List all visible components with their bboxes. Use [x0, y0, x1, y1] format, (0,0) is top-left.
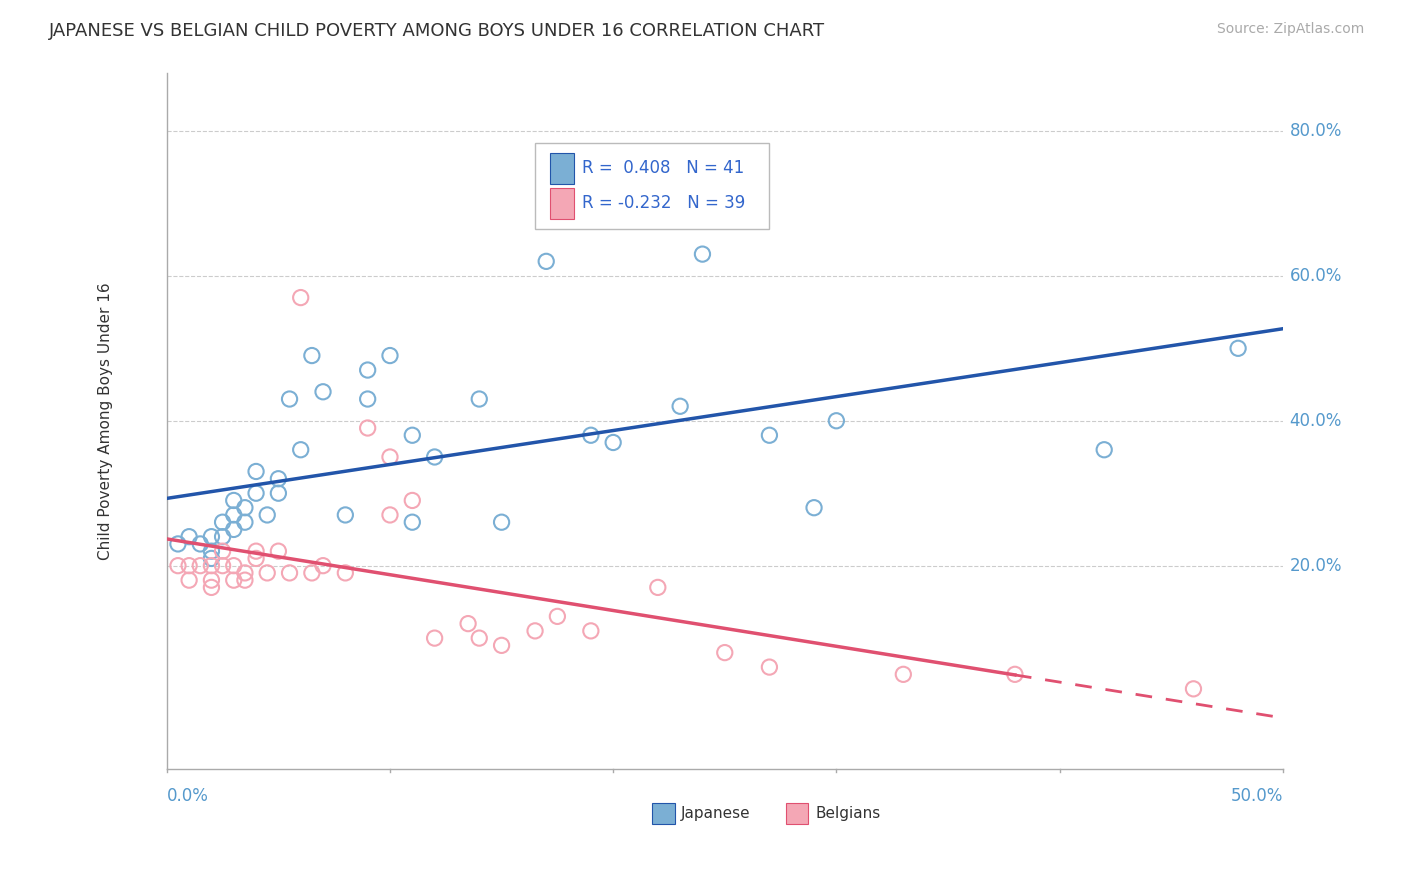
- Point: [378, 450, 401, 464]
- Bar: [652, 804, 675, 824]
- Point: [167, 537, 190, 551]
- Point: [267, 486, 290, 500]
- Point: [312, 558, 335, 573]
- Text: 0.0%: 0.0%: [167, 787, 208, 805]
- Point: [233, 500, 256, 515]
- Text: 20.0%: 20.0%: [1289, 557, 1341, 574]
- Point: [256, 508, 278, 522]
- Point: [200, 530, 222, 544]
- Text: 80.0%: 80.0%: [1289, 122, 1341, 140]
- Text: 60.0%: 60.0%: [1289, 267, 1341, 285]
- Point: [713, 646, 735, 660]
- Text: Source: ZipAtlas.com: Source: ZipAtlas.com: [1216, 22, 1364, 37]
- Point: [233, 566, 256, 580]
- Point: [188, 558, 211, 573]
- Point: [233, 573, 256, 587]
- Point: [179, 558, 201, 573]
- Text: R =  0.408   N = 41: R = 0.408 N = 41: [582, 160, 744, 178]
- Point: [278, 566, 301, 580]
- Point: [301, 349, 323, 363]
- Point: [245, 544, 267, 558]
- Point: [335, 566, 357, 580]
- Point: [245, 551, 267, 566]
- Point: [200, 551, 222, 566]
- Point: [200, 544, 222, 558]
- Point: [267, 472, 290, 486]
- Point: [200, 558, 222, 573]
- Point: [256, 566, 278, 580]
- Point: [211, 515, 233, 529]
- Point: [378, 349, 401, 363]
- Point: [579, 624, 602, 638]
- Point: [290, 442, 312, 457]
- Point: [356, 363, 378, 377]
- Point: [222, 508, 245, 522]
- Point: [211, 558, 233, 573]
- Point: [758, 428, 780, 442]
- Point: [267, 544, 290, 558]
- Text: Belgians: Belgians: [815, 806, 880, 822]
- Point: [290, 291, 312, 305]
- Text: 50.0%: 50.0%: [1230, 787, 1282, 805]
- Point: [335, 508, 357, 522]
- Point: [179, 530, 201, 544]
- Point: [356, 392, 378, 406]
- Point: [301, 566, 323, 580]
- Point: [378, 508, 401, 522]
- Point: [692, 247, 714, 261]
- Point: [188, 537, 211, 551]
- Point: [423, 450, 446, 464]
- Point: [524, 624, 547, 638]
- Point: [491, 515, 513, 529]
- Point: [468, 392, 491, 406]
- Point: [891, 667, 914, 681]
- Point: [312, 384, 335, 399]
- Point: [457, 616, 479, 631]
- Point: [222, 523, 245, 537]
- Point: [602, 435, 624, 450]
- Point: [647, 581, 669, 595]
- Point: [356, 421, 378, 435]
- Point: [200, 573, 222, 587]
- Point: [179, 573, 201, 587]
- Point: [669, 399, 692, 413]
- Point: [825, 414, 848, 428]
- Text: Child Poverty Among Boys Under 16: Child Poverty Among Boys Under 16: [98, 282, 112, 559]
- Bar: [786, 804, 808, 824]
- Point: [534, 254, 557, 268]
- Text: 40.0%: 40.0%: [1289, 412, 1341, 430]
- Point: [401, 493, 423, 508]
- Point: [491, 638, 513, 652]
- Point: [222, 558, 245, 573]
- Point: [200, 581, 222, 595]
- Text: R = -0.232   N = 39: R = -0.232 N = 39: [582, 194, 745, 212]
- Point: [1004, 667, 1026, 681]
- FancyBboxPatch shape: [536, 143, 769, 229]
- Point: [401, 515, 423, 529]
- Point: [1092, 442, 1115, 457]
- Point: [423, 631, 446, 645]
- Point: [546, 609, 568, 624]
- Point: [211, 530, 233, 544]
- Point: [468, 631, 491, 645]
- Text: Japanese: Japanese: [682, 806, 751, 822]
- Point: [1227, 341, 1250, 355]
- Point: [211, 544, 233, 558]
- Point: [758, 660, 780, 674]
- Point: [245, 465, 267, 479]
- Point: [278, 392, 301, 406]
- Bar: [550, 187, 574, 219]
- Bar: [550, 153, 574, 185]
- Text: JAPANESE VS BELGIAN CHILD POVERTY AMONG BOYS UNDER 16 CORRELATION CHART: JAPANESE VS BELGIAN CHILD POVERTY AMONG …: [49, 22, 825, 40]
- Point: [222, 493, 245, 508]
- Point: [233, 515, 256, 529]
- Point: [579, 428, 602, 442]
- Point: [245, 486, 267, 500]
- Point: [803, 500, 825, 515]
- Point: [401, 428, 423, 442]
- Point: [222, 573, 245, 587]
- Point: [167, 558, 190, 573]
- Point: [1182, 681, 1205, 696]
